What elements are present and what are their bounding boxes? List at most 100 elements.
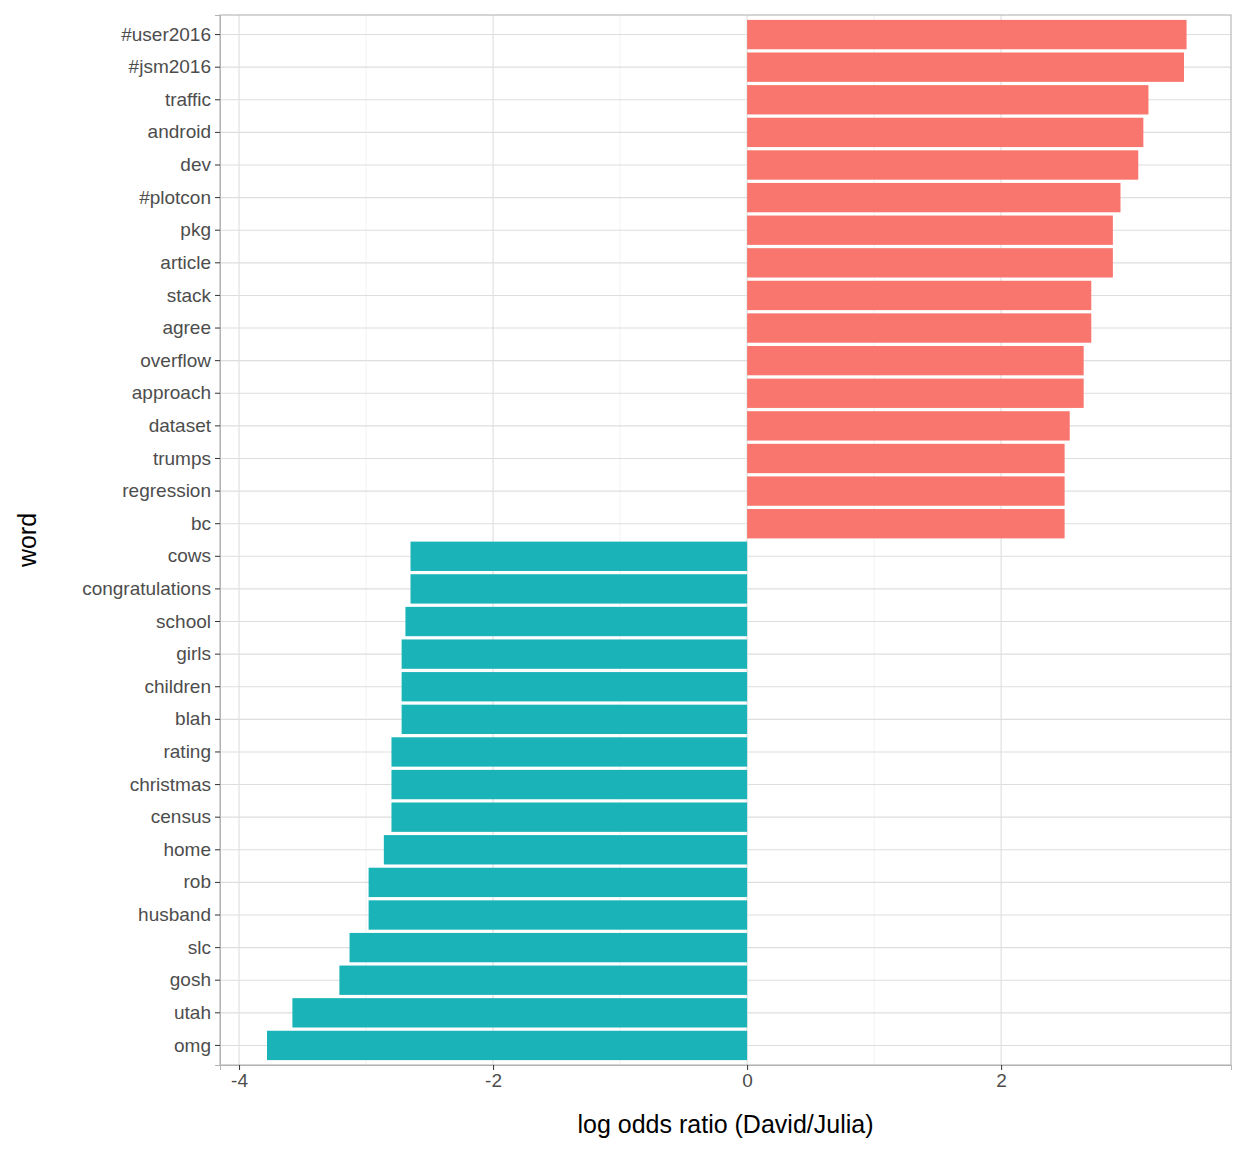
bar [747,476,1065,505]
y-tick-mark [215,523,220,524]
y-tick-label: dev [180,154,211,175]
panel-border [220,15,1231,1065]
grid-line [239,15,240,1065]
bar [411,574,748,603]
y-tick-label: congratulations [82,578,211,599]
x-axis-title: log odds ratio (David/Julia) [578,1110,874,1138]
chart: -4-202#user2016#jsm2016trafficandroiddev… [0,0,1248,1152]
y-tick: agree [162,317,220,338]
y-tick-mark [215,425,220,426]
y-tick-label: trumps [153,448,211,469]
y-tick-label: android [148,121,211,142]
y-tick: overflow [140,350,220,371]
x-tick-label: -4 [231,1070,248,1091]
minor-grid-line [366,15,367,1065]
bar [747,150,1138,179]
x-tick: 2 [996,1065,1007,1091]
y-tick-label: #user2016 [121,24,211,45]
y-tick-label: rating [163,741,211,762]
bar [369,900,747,929]
bar [402,705,747,734]
bar [369,868,747,897]
grid-line [220,425,1231,426]
y-tick: trumps [153,448,220,469]
y-tick: gosh [170,969,220,990]
y-tick-mark [215,621,220,622]
y-tick: regression [122,480,220,501]
y-tick: stack [167,285,220,306]
y-tick-label: stack [167,285,212,306]
bar [391,770,747,799]
y-tick-mark [215,882,220,883]
y-tick: pkg [180,219,220,240]
y-tick-mark [215,1045,220,1046]
y-tick-mark [215,980,220,981]
y-tick-label: #plotcon [139,187,211,208]
y-tick-mark [215,67,220,68]
y-tick-mark [215,197,220,198]
bar [747,85,1148,114]
y-tick-label: children [144,676,211,697]
bar [747,118,1143,147]
y-tick: slc [188,937,220,958]
y-tick-label: girls [176,643,211,664]
y-tick-mark [215,849,220,850]
y-axis-title: word [13,513,41,568]
y-tick: congratulations [82,578,220,599]
y-tick: cows [168,545,220,566]
plot-background [220,15,1231,1065]
y-tick: #jsm2016 [129,56,220,77]
bar [402,639,747,668]
bar [384,835,747,864]
x-tick: 0 [742,1065,753,1091]
x-tick-mark [747,1065,748,1070]
y-tick-mark [215,491,220,492]
y-tick-mark [215,784,220,785]
y-tick: dev [180,154,220,175]
y-tick: utah [174,1002,220,1023]
y-tick-mark [215,99,220,100]
x-tick-mark [239,1065,240,1070]
y-tick-mark [215,295,220,296]
y-tick-mark [215,393,220,394]
y-tick-mark [215,588,220,589]
y-tick-mark [215,328,220,329]
bar [405,607,747,636]
bar [747,183,1120,212]
y-tick-mark [215,915,220,916]
bar [747,444,1065,473]
y-tick-mark [215,947,220,948]
y-tick-label: school [156,611,211,632]
y-tick: husband [138,904,220,925]
y-tick-label: agree [162,317,211,338]
y-tick-label: omg [174,1035,211,1056]
bar [747,248,1113,277]
y-tick: christmas [130,774,220,795]
bars [267,20,1187,1060]
x-tick: -2 [485,1065,502,1091]
y-tick-label: cows [168,545,211,566]
y-tick-mark [215,458,220,459]
y-tick: article [160,252,220,273]
x-axis: -4 -2 0 2 [221,1065,1232,1091]
grid-line [220,491,1231,492]
bar [747,216,1113,245]
y-tick: omg [174,1035,220,1056]
x-tick-label: 0 [742,1070,753,1091]
y-tick-mark [215,34,220,35]
y-tick-mark [215,132,220,133]
y-axis-line [215,16,221,1066]
bar [747,53,1184,82]
x-tick-label: -2 [485,1070,502,1091]
y-tick-mark [215,262,220,263]
y-tick: census [151,806,220,827]
bar [350,933,748,962]
grid [220,15,1231,1065]
y-tick: #plotcon [139,187,220,208]
y-tick: school [156,611,220,632]
y-tick-label: #jsm2016 [129,56,211,77]
y-tick-mark [215,360,220,361]
y-tick-label: rob [184,871,211,892]
bar [747,20,1186,49]
y-tick: rating [163,741,220,762]
